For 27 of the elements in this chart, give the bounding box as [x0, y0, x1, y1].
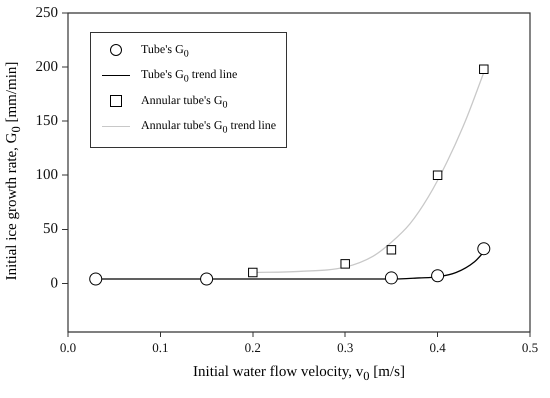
x-axis-title: Initial water flow velocity, v$_{0}$ [m/s]: [192, 364, 406, 384]
point: [477, 242, 490, 256]
x-tick-label: 0.5: [522, 340, 538, 356]
point: [248, 268, 258, 278]
point: [340, 259, 350, 269]
y-tick-label: 0: [50, 275, 58, 292]
x-tick-label: 0.3: [337, 340, 354, 356]
y-tick-label: 50: [43, 221, 58, 238]
legend-label: Tube's G$_{0}$: [141, 42, 189, 60]
legend-label: Annular tube's G$_{0}$: [141, 92, 228, 110]
y-tick-label: 250: [36, 4, 58, 21]
legend-label: Tube's G$_{0}$ trend line: [141, 67, 238, 85]
point: [431, 269, 444, 282]
point: [432, 170, 442, 180]
x-tick-label: 0.0: [60, 340, 76, 356]
legend-label: Annular tube's G$_{0}$ trend line: [141, 118, 276, 136]
point: [89, 272, 102, 286]
x-tick-label: 0.1: [152, 340, 169, 356]
x-tick-label: 0.4: [429, 340, 446, 356]
x-tick-label: 0.2: [244, 340, 261, 356]
y-tick-label: 200: [36, 59, 58, 76]
y-tick-label: 150: [36, 113, 58, 130]
point: [479, 64, 489, 74]
y-tick-label: 100: [36, 167, 58, 184]
point: [386, 245, 396, 255]
point: [200, 272, 214, 286]
point: [384, 271, 398, 284]
